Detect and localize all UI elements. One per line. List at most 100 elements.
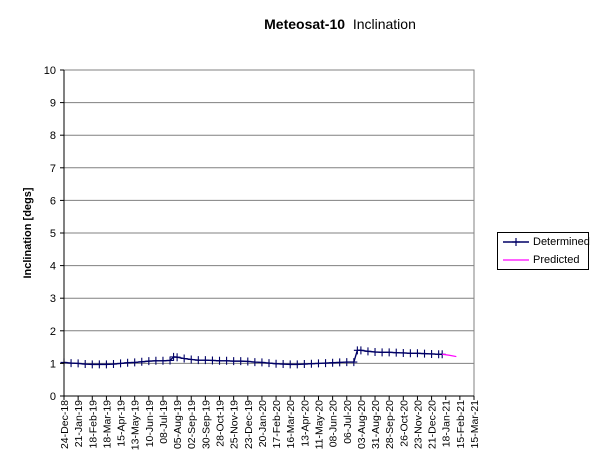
determined-point <box>67 359 75 368</box>
determined-point <box>378 348 386 357</box>
determined-point <box>88 360 96 369</box>
determined-point <box>258 358 266 367</box>
determined-point <box>138 357 146 366</box>
determined-point <box>223 356 231 365</box>
determined-point <box>343 358 351 367</box>
determined-point <box>152 356 160 365</box>
determined-point <box>173 353 181 362</box>
series-predicted <box>442 353 457 358</box>
x-tick-label: 21-Jan-19 <box>73 400 85 447</box>
x-tick-label: 25-Nov-19 <box>229 400 241 449</box>
y-axis-label: Inclination [degs] <box>22 187 34 278</box>
x-tick-label: 18-Jan-21 <box>441 400 453 447</box>
determined-point <box>131 358 139 367</box>
x-tick-label: 03-Aug-20 <box>356 400 368 449</box>
legend-label-determined: Determined <box>533 236 590 248</box>
x-tick-label: 08-Jul-19 <box>158 400 170 444</box>
determined-point <box>371 347 379 356</box>
x-tick-label: 06-Jul-20 <box>342 400 354 444</box>
y-tick-label: 0 <box>50 391 56 403</box>
x-tick-label: 13-Apr-20 <box>299 400 311 447</box>
determined-point <box>145 357 153 366</box>
y-tick-label: 3 <box>50 293 56 305</box>
determined-point <box>413 349 421 358</box>
determined-point <box>364 347 372 356</box>
x-tick-label: 02-Sep-19 <box>186 400 198 449</box>
chart-title: Meteosat-10 Inclination <box>180 16 500 32</box>
legend-label-predicted: Predicted <box>533 254 580 266</box>
y-tick-label: 8 <box>50 130 56 142</box>
determined-point <box>428 349 436 358</box>
determined-line-swatch <box>503 238 529 246</box>
x-tick-label: 30-Sep-19 <box>200 400 212 449</box>
x-tick-label: 18-Feb-19 <box>87 400 99 449</box>
chart-title-main: Meteosat-10 <box>264 16 346 32</box>
y-tick-label: 4 <box>50 261 56 273</box>
determined-point <box>81 360 89 369</box>
determined-point <box>166 356 174 365</box>
determined-point <box>159 356 167 365</box>
chart-subtitle: Inclination <box>352 16 416 32</box>
y-tick-label: 7 <box>50 163 56 175</box>
determined-point <box>307 359 315 368</box>
determined-point <box>350 358 358 367</box>
x-tick-label: 15-Feb-21 <box>455 400 467 449</box>
y-axis-ticks: 0 1 2 3 4 5 6 7 8 9 10 <box>44 65 64 403</box>
x-tick-label: 20-Jan-20 <box>257 400 269 447</box>
determined-point <box>124 358 132 367</box>
x-tick-label: 08-Jun-20 <box>328 400 340 447</box>
determined-point <box>251 358 259 367</box>
determined-point <box>194 356 202 365</box>
series-layer <box>60 346 457 369</box>
x-tick-label: 21-Dec-20 <box>427 400 439 449</box>
x-tick-label: 18-Mar-19 <box>101 400 113 449</box>
determined-point <box>300 360 308 369</box>
x-tick-label: 15-Apr-19 <box>116 400 128 447</box>
determined-point <box>237 357 245 366</box>
determined-point <box>216 356 224 365</box>
x-tick-label: 28-Sep-20 <box>384 400 396 449</box>
determined-point <box>322 359 330 368</box>
legend: Determined Predicted <box>497 232 590 270</box>
x-tick-label: 15-Mar-21 <box>469 400 481 449</box>
y-tick-label: 6 <box>50 195 56 207</box>
predicted-line-swatch <box>503 259 529 261</box>
determined-point <box>95 360 103 369</box>
determined-point <box>399 348 407 357</box>
x-tick-label: 17-Feb-20 <box>271 400 283 449</box>
y-tick-label: 5 <box>50 228 56 240</box>
x-tick-label: 28-Oct-19 <box>215 400 227 447</box>
x-tick-label: 05-Aug-19 <box>172 400 184 449</box>
determined-point <box>421 349 429 358</box>
determined-point <box>102 360 110 369</box>
determined-point <box>244 357 252 366</box>
determined-point <box>385 348 393 357</box>
determined-point <box>406 349 414 358</box>
determined-point <box>279 360 287 369</box>
determined-point <box>314 359 322 368</box>
y-tick-label: 2 <box>50 326 56 338</box>
determined-point <box>201 356 209 365</box>
x-axis-ticks: 24-Dec-18 21-Jan-19 18-Feb-19 18-Mar-19 15-A… <box>59 396 481 450</box>
predicted-line <box>442 353 457 358</box>
series-determined <box>60 346 446 369</box>
x-tick-label: 11-May-20 <box>313 400 325 450</box>
x-tick-label: 16-Mar-20 <box>285 400 297 449</box>
determined-point <box>180 354 188 363</box>
determined-point <box>293 360 301 369</box>
determined-point <box>286 360 294 369</box>
determined-point <box>392 348 400 357</box>
gridlines <box>64 69 474 364</box>
determined-point <box>329 358 337 367</box>
determined-point <box>117 359 125 368</box>
determined-point <box>230 357 238 366</box>
determined-point <box>272 359 280 368</box>
determined-point <box>74 359 82 368</box>
x-tick-label: 24-Dec-18 <box>59 400 71 449</box>
x-tick-label: 13-May-19 <box>130 400 142 450</box>
determined-point <box>208 356 216 365</box>
x-tick-label: 26-Oct-20 <box>398 400 410 447</box>
determined-point <box>336 358 344 367</box>
x-tick-label: 23-Nov-20 <box>412 400 424 449</box>
